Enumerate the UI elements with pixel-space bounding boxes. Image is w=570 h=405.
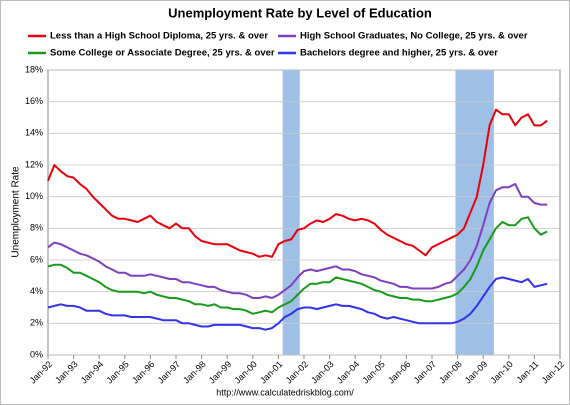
legend-label: Less than a High School Diploma, 25 yrs.… xyxy=(50,31,268,42)
y-tick-label: 0% xyxy=(30,349,43,359)
legend-label: Some College or Associate Degree, 25 yrs… xyxy=(50,48,275,59)
y-tick-label: 6% xyxy=(30,254,43,264)
series-line xyxy=(47,216,548,315)
legend-label: Bachelors degree and higher, 25 yrs. & o… xyxy=(300,48,498,59)
series-line xyxy=(47,183,548,299)
y-axis-label: Unemployment Rate xyxy=(11,166,22,258)
y-tick-label: 8% xyxy=(30,223,43,233)
series-line xyxy=(47,108,548,258)
chart-title: Unemployment Rate by Level of Education xyxy=(168,5,432,20)
y-tick-label: 2% xyxy=(30,318,43,328)
y-tick-label: 16% xyxy=(25,96,43,106)
series-line xyxy=(47,276,548,331)
y-tick-label: 4% xyxy=(30,286,43,296)
y-tick-label: 10% xyxy=(25,191,43,201)
y-tick-label: 14% xyxy=(25,128,43,138)
y-tick-label: 12% xyxy=(25,159,43,169)
recession-band xyxy=(282,70,300,355)
recession-band xyxy=(455,70,494,355)
footer: http://www.calculatedriskblog.com/ xyxy=(216,387,354,397)
y-tick-label: 18% xyxy=(25,64,43,74)
legend-label: High School Graduates, No College, 25 yr… xyxy=(300,31,528,42)
